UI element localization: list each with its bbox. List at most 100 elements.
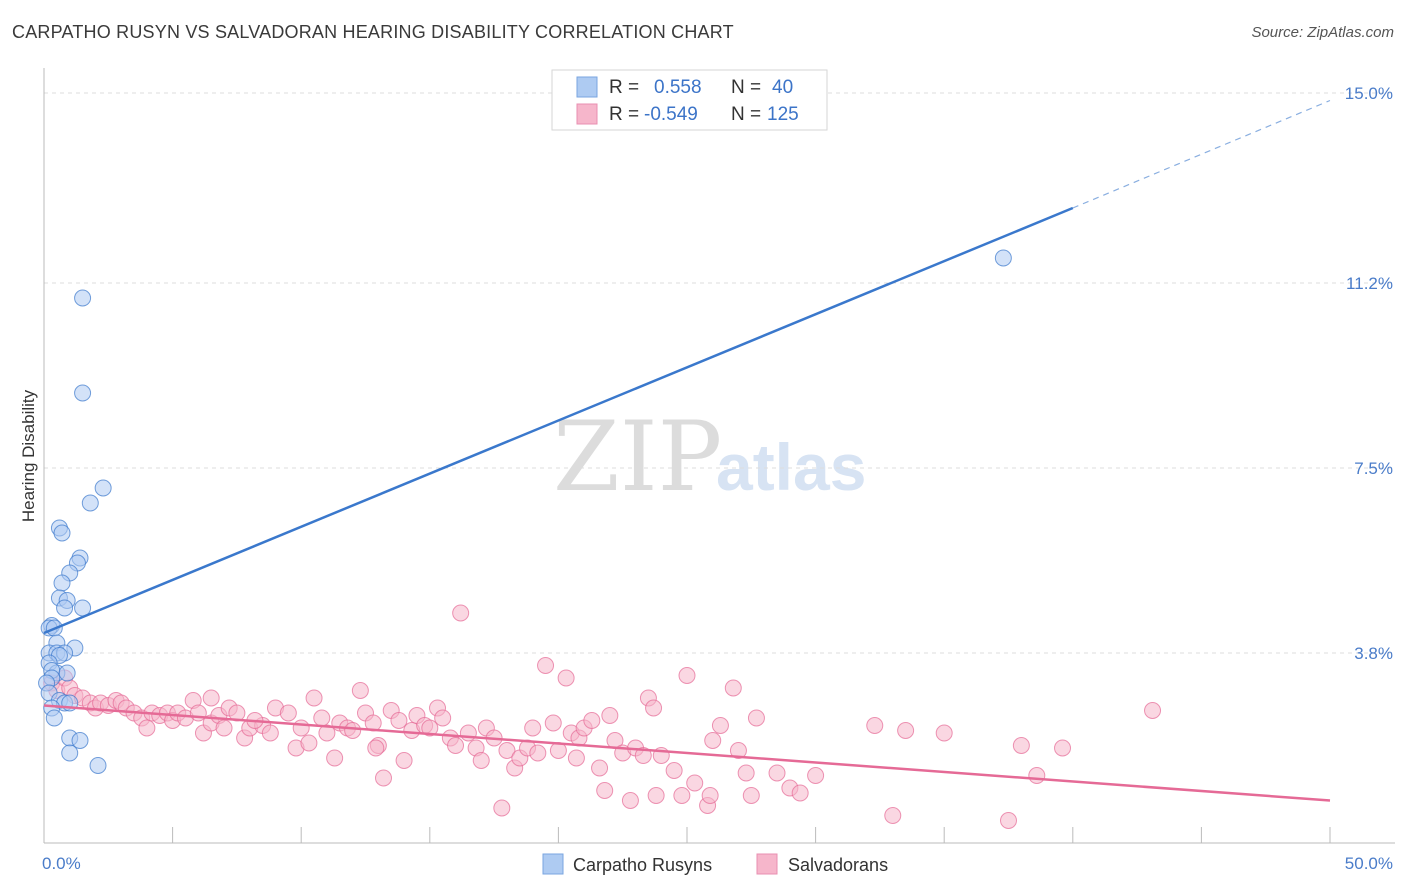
x-tick-labels: 0.0% 50.0% bbox=[42, 854, 1393, 873]
x-tick-label-1: 50.0% bbox=[1345, 854, 1393, 873]
carpatho-point-37 bbox=[61, 744, 79, 762]
salvadoran-point-124 bbox=[645, 699, 663, 717]
salvadoran-point-69 bbox=[498, 742, 516, 759]
bottom-legend-label-salvadorans: Salvadorans bbox=[788, 855, 888, 875]
carpatho-point-38 bbox=[89, 757, 107, 774]
salvadoran-point-75 bbox=[537, 657, 555, 674]
salvadoran-point-33 bbox=[261, 724, 279, 742]
salvadoran-point-110 bbox=[807, 767, 825, 784]
bottom-legend: Carpatho Rusyns Salvadorans bbox=[542, 853, 888, 875]
salvadoran-point-95 bbox=[673, 787, 691, 804]
carpatho-point-36 bbox=[71, 732, 89, 749]
y-axis-title: Hearing Disability bbox=[19, 389, 38, 522]
salvadoran-point-62 bbox=[452, 604, 470, 622]
salvadoran-point-84 bbox=[596, 782, 614, 799]
salvadoran-point-100 bbox=[704, 732, 722, 749]
salvadoran-point-35 bbox=[279, 704, 297, 722]
chart-title: CARPATHO RUSYN VS SALVADORAN HEARING DIS… bbox=[12, 22, 734, 42]
bottom-legend-label-carpatho: Carpatho Rusyns bbox=[573, 855, 712, 875]
salvadoran-point-101 bbox=[711, 717, 729, 734]
salvadoran-point-119 bbox=[1144, 702, 1162, 719]
salvadoran-point-123 bbox=[567, 749, 585, 767]
legend-box: R = 0.558 N = 40 R = -0.549 N = 125 bbox=[551, 69, 828, 131]
salvadoran-point-120 bbox=[202, 689, 220, 707]
carpatho-trend-line bbox=[43, 206, 1074, 635]
salvadoran-point-109 bbox=[791, 784, 809, 802]
salvadoran-point-74 bbox=[529, 744, 547, 762]
axes bbox=[43, 68, 1395, 844]
salvadoran-point-112 bbox=[884, 807, 902, 824]
salvadoran-point-59 bbox=[434, 709, 452, 727]
salvadoran-point-96 bbox=[678, 667, 696, 684]
salvadoran-point-103 bbox=[729, 742, 747, 759]
y-tick-label-3: 15.0% bbox=[1345, 84, 1393, 103]
salvadoran-point-97 bbox=[686, 774, 704, 792]
salvadoran-point-118 bbox=[1054, 739, 1072, 757]
x-tick-label-0: 0.0% bbox=[42, 854, 81, 873]
legend-n-value-blue: 40 bbox=[772, 77, 793, 98]
source-label: Source: ZipAtlas.com bbox=[1251, 24, 1394, 41]
salvadoran-point-94 bbox=[665, 762, 683, 779]
watermark-zip: ZIP bbox=[553, 401, 722, 513]
y-tick-label-1: 7.5% bbox=[1354, 459, 1393, 478]
salvadoran-point-116 bbox=[1012, 737, 1030, 754]
legend-n-value-pink: 125 bbox=[767, 104, 799, 125]
salvadoran-point-106 bbox=[747, 709, 765, 727]
y-tick-labels: 3.8% 7.5% 11.2% 15.0% bbox=[1345, 84, 1393, 663]
salvadoran-point-61 bbox=[447, 737, 465, 754]
salvadoran-point-46 bbox=[351, 682, 369, 699]
carpatho-point-2 bbox=[94, 479, 112, 497]
bottom-legend-swatch-pink bbox=[756, 853, 778, 875]
trend-lines bbox=[43, 99, 1331, 802]
salvadoran-point-83 bbox=[591, 759, 609, 777]
salvadoran-point-115 bbox=[1000, 812, 1017, 829]
salvadoran-point-111 bbox=[866, 717, 884, 734]
salvadoran-point-40 bbox=[313, 709, 331, 727]
y-tick-label-2: 11.2% bbox=[1346, 274, 1393, 293]
salvadoran-point-53 bbox=[395, 752, 413, 769]
salvadoran-point-41 bbox=[318, 724, 336, 742]
carpatho-point-13 bbox=[56, 599, 74, 617]
legend-r-value-pink: -0.549 bbox=[644, 104, 698, 125]
y-tick-label-0: 3.8% bbox=[1354, 644, 1393, 663]
salvadoran-point-99 bbox=[701, 787, 719, 804]
salvadoran-point-105 bbox=[742, 787, 760, 804]
gridlines bbox=[44, 92, 1395, 654]
salvadoran-point-102 bbox=[724, 679, 742, 697]
salvadoran-point-82 bbox=[583, 712, 601, 729]
carpatho-point-1 bbox=[74, 384, 92, 402]
carpatho-trend-extension bbox=[1072, 99, 1331, 209]
salvadoran-point-38 bbox=[300, 734, 318, 752]
salvadoran-point-76 bbox=[544, 714, 562, 732]
salvadoran-point-90 bbox=[634, 747, 652, 764]
legend-n-label-pink: N = bbox=[731, 104, 761, 125]
salvadoran-point-15 bbox=[138, 719, 156, 737]
carpatho-point-0 bbox=[74, 289, 92, 307]
legend-r-label-pink: R = bbox=[609, 104, 639, 125]
salvadoran-point-113 bbox=[897, 722, 915, 739]
salvadoran-trend-line bbox=[43, 704, 1331, 802]
salvadoran-point-122 bbox=[367, 739, 385, 757]
salvadoran-point-50 bbox=[375, 769, 393, 787]
salvadoran-point-114 bbox=[935, 724, 953, 742]
salvadoran-point-42 bbox=[326, 749, 344, 767]
salvadoran-point-39 bbox=[305, 689, 323, 707]
salvadoran-point-104 bbox=[737, 764, 755, 782]
carpatho-point-5 bbox=[53, 524, 71, 542]
carpatho-point-9 bbox=[53, 574, 71, 592]
salvadoran-point-45 bbox=[344, 722, 362, 739]
salvadoran-point-78 bbox=[557, 669, 575, 687]
carpatho-point-3 bbox=[81, 494, 99, 512]
salvadoran-point-107 bbox=[768, 764, 786, 782]
legend-swatch-pink bbox=[576, 103, 598, 125]
salvadoran-point-63 bbox=[459, 724, 477, 742]
bottom-legend-swatch-blue bbox=[542, 853, 564, 875]
legend-n-label-blue: N = bbox=[731, 77, 761, 98]
carpatho-point-34 bbox=[45, 709, 63, 727]
legend-r-label-blue: R = bbox=[609, 77, 639, 98]
salvadoran-point-85 bbox=[601, 707, 619, 724]
watermark-atlas: atlas bbox=[716, 430, 866, 504]
salvadoran-point-73 bbox=[524, 719, 542, 737]
salvadoran-point-68 bbox=[493, 799, 511, 817]
